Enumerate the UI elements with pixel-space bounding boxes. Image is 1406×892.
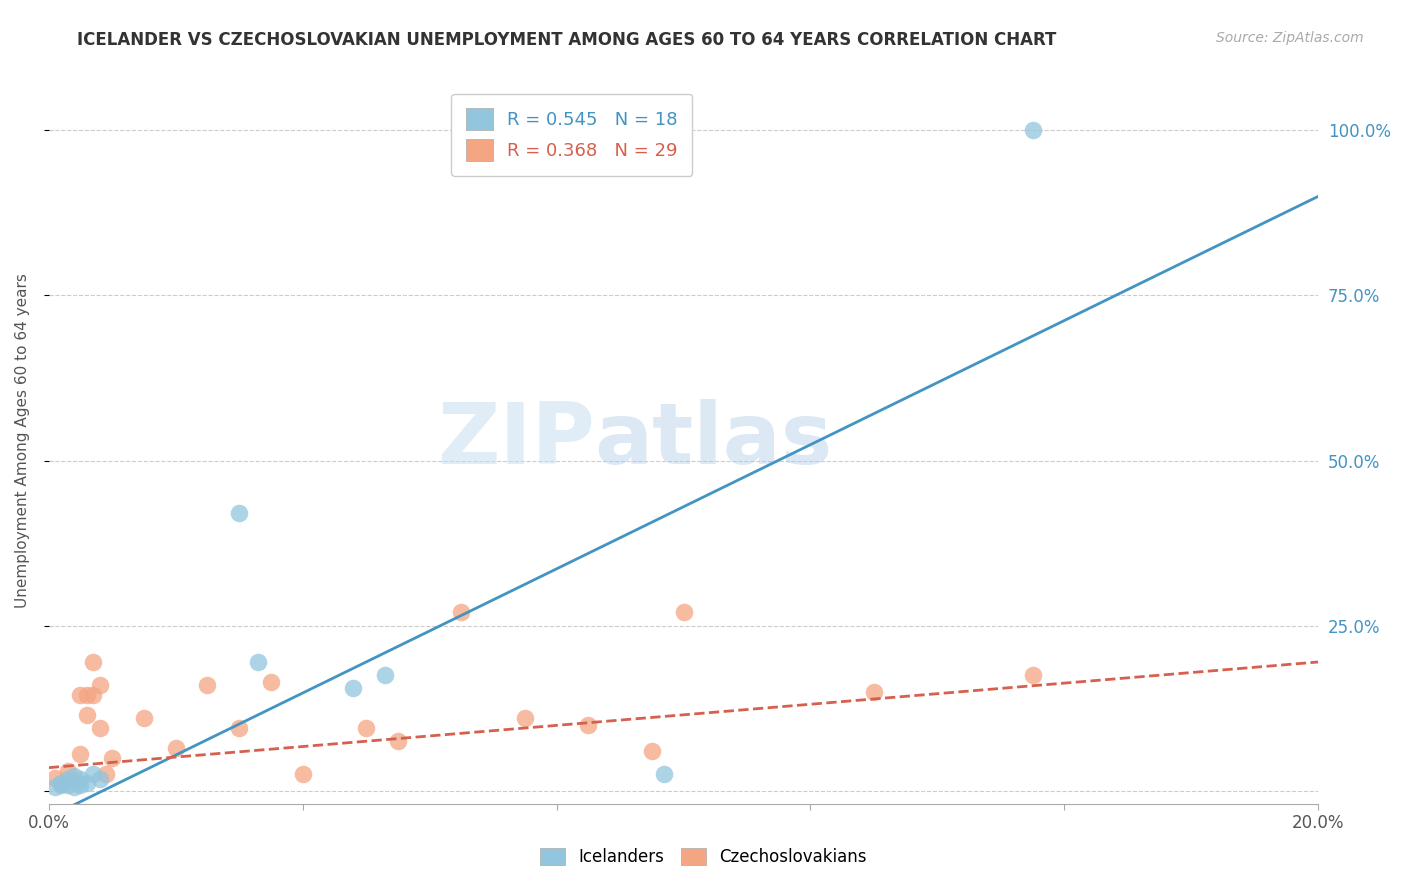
- Point: [89, 678, 111, 692]
- Point: [76, 776, 98, 790]
- Legend: R = 0.545   N = 18, R = 0.368   N = 29: R = 0.545 N = 18, R = 0.368 N = 29: [451, 94, 692, 176]
- Point: [51, 777, 73, 791]
- Point: [82, 655, 104, 669]
- Point: [513, 711, 536, 725]
- Point: [56, 764, 79, 778]
- Point: [63, 773, 86, 788]
- Point: [94, 767, 117, 781]
- Point: [228, 507, 250, 521]
- Point: [291, 767, 314, 781]
- Point: [69, 772, 91, 786]
- Point: [247, 655, 270, 669]
- Point: [82, 767, 104, 781]
- Point: [63, 780, 86, 795]
- Point: [44, 780, 66, 795]
- Point: [63, 769, 86, 783]
- Point: [863, 684, 886, 698]
- Point: [1021, 123, 1043, 137]
- Point: [76, 707, 98, 722]
- Point: [342, 681, 364, 696]
- Point: [44, 771, 66, 785]
- Point: [228, 721, 250, 735]
- Text: ZIP: ZIP: [437, 400, 595, 483]
- Point: [450, 606, 472, 620]
- Point: [197, 678, 219, 692]
- Point: [654, 767, 676, 781]
- Point: [69, 747, 91, 762]
- Point: [387, 734, 409, 748]
- Point: [56, 779, 79, 793]
- Y-axis label: Unemployment Among Ages 60 to 64 years: Unemployment Among Ages 60 to 64 years: [15, 273, 30, 608]
- Point: [576, 717, 599, 731]
- Point: [672, 606, 695, 620]
- Legend: Icelanders, Czechoslovakians: Icelanders, Czechoslovakians: [531, 840, 875, 875]
- Point: [1021, 668, 1043, 682]
- Text: Source: ZipAtlas.com: Source: ZipAtlas.com: [1216, 31, 1364, 45]
- Point: [132, 711, 155, 725]
- Text: atlas: atlas: [595, 400, 832, 483]
- Point: [260, 674, 283, 689]
- Point: [165, 740, 187, 755]
- Point: [56, 772, 79, 786]
- Point: [641, 744, 664, 758]
- Point: [354, 721, 377, 735]
- Text: ICELANDER VS CZECHOSLOVAKIAN UNEMPLOYMENT AMONG AGES 60 TO 64 YEARS CORRELATION : ICELANDER VS CZECHOSLOVAKIAN UNEMPLOYMEN…: [77, 31, 1057, 49]
- Point: [101, 750, 124, 764]
- Point: [89, 772, 111, 786]
- Point: [89, 721, 111, 735]
- Point: [69, 779, 91, 793]
- Point: [374, 668, 396, 682]
- Point: [51, 779, 73, 793]
- Point: [76, 688, 98, 702]
- Point: [82, 688, 104, 702]
- Point: [69, 688, 91, 702]
- Point: [51, 776, 73, 790]
